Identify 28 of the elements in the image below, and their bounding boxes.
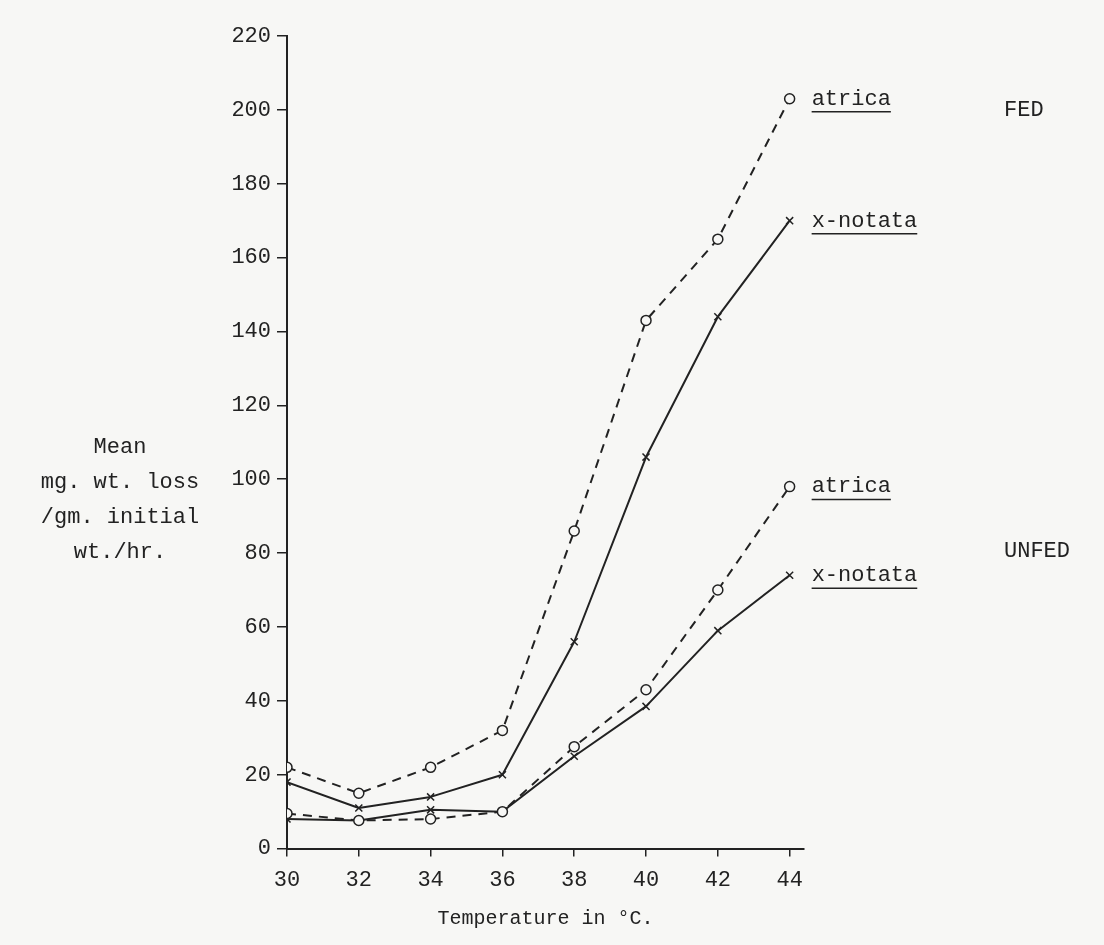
x-axis-title: Temperature in °C. <box>437 907 654 931</box>
y-tick-label: 220 <box>231 23 271 49</box>
y-tick-label: 200 <box>231 97 271 123</box>
y-tick-label: 140 <box>231 319 271 345</box>
y-tick-label: 180 <box>231 171 271 197</box>
x-tick-label: 30 <box>273 867 301 893</box>
text: FED <box>1004 97 1044 123</box>
series-label: atrica <box>811 86 891 112</box>
series-label: atrica <box>811 474 891 500</box>
x-tick-label: 36 <box>489 867 516 893</box>
x-tick-label: 40 <box>632 867 660 893</box>
y-tick-label: 160 <box>231 245 271 271</box>
text: UNFED <box>1004 538 1071 564</box>
series-label: x-notata <box>811 208 918 234</box>
y-tick-label: 40 <box>244 688 271 714</box>
y-tick-label: 20 <box>244 762 271 788</box>
y-axis-title: Mean mg. wt. loss /gm. initial wt./hr. <box>40 434 200 565</box>
x-tick-label: 44 <box>776 867 803 893</box>
y-tick-label: 120 <box>231 393 271 419</box>
y-tick-label: 80 <box>244 540 271 566</box>
x-tick-label: 34 <box>417 867 444 893</box>
x-tick-label: 38 <box>561 867 588 893</box>
x-tick-label: 32 <box>345 867 373 893</box>
y-tick-label: 60 <box>244 614 271 640</box>
y-tick-label: 0 <box>257 836 271 862</box>
series-label: x-notata <box>811 563 918 589</box>
y-tick-label: 100 <box>231 467 271 493</box>
x-tick-label: 42 <box>704 867 732 893</box>
